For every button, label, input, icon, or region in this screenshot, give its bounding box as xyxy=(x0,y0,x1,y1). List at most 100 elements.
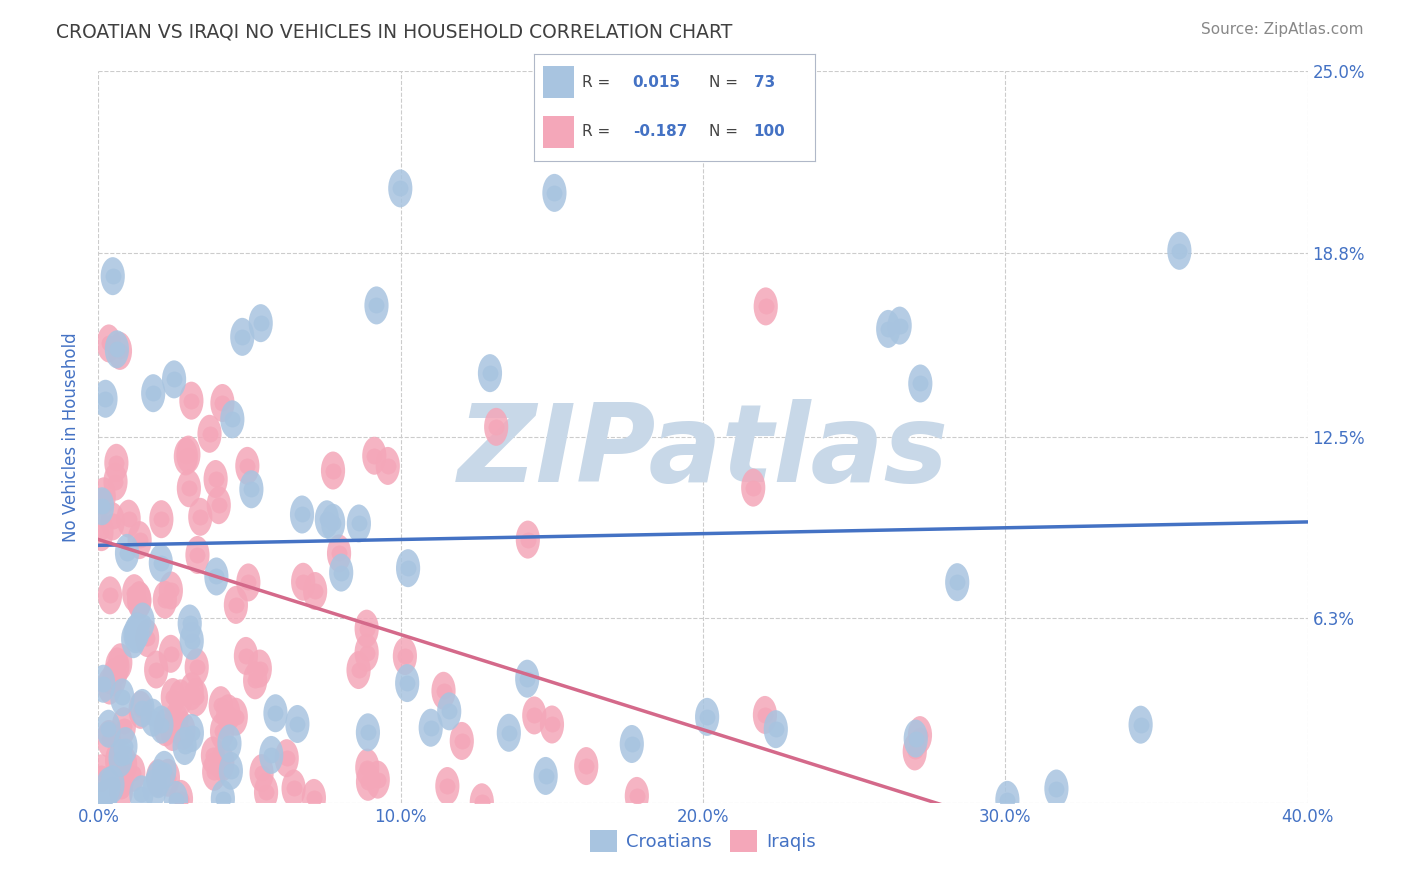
Point xyxy=(162,725,184,739)
Point xyxy=(218,736,240,750)
Text: 0.015: 0.015 xyxy=(633,75,681,90)
Point xyxy=(208,498,231,512)
Point xyxy=(90,766,112,780)
Point xyxy=(437,704,460,718)
Point xyxy=(188,509,211,524)
Point xyxy=(363,449,385,463)
Point xyxy=(254,785,277,799)
Point xyxy=(543,186,565,200)
Text: 73: 73 xyxy=(754,75,775,90)
Point xyxy=(377,458,399,473)
Point xyxy=(153,763,176,777)
Point xyxy=(131,788,153,802)
Point xyxy=(165,714,187,728)
Point xyxy=(904,731,927,746)
Point xyxy=(292,574,315,589)
Point xyxy=(145,663,167,677)
Text: 100: 100 xyxy=(754,124,786,139)
Point xyxy=(143,781,166,796)
Point xyxy=(904,744,927,758)
Point xyxy=(328,546,350,560)
Point xyxy=(264,706,287,721)
Point xyxy=(330,566,353,580)
Point xyxy=(105,456,128,470)
Point xyxy=(396,676,419,690)
Point xyxy=(110,751,132,765)
Point xyxy=(180,633,202,648)
Point xyxy=(432,683,454,698)
Point xyxy=(240,483,263,497)
Point xyxy=(97,780,120,794)
Point xyxy=(908,728,931,742)
Point xyxy=(156,771,179,785)
Point xyxy=(93,489,115,503)
Point xyxy=(225,598,247,612)
Point xyxy=(304,584,326,599)
Text: N =: N = xyxy=(709,75,738,90)
Point xyxy=(115,546,138,560)
Point xyxy=(94,793,117,807)
Point xyxy=(90,525,112,540)
Point xyxy=(276,751,298,765)
Point xyxy=(186,660,208,674)
Point xyxy=(249,661,271,675)
Point xyxy=(356,646,378,660)
Point xyxy=(541,717,564,731)
Point xyxy=(498,726,520,740)
Point xyxy=(250,766,273,780)
Point xyxy=(283,781,305,796)
Point xyxy=(177,481,200,495)
Point xyxy=(322,516,344,530)
Point xyxy=(131,701,153,715)
Legend: Croatians, Iraqis: Croatians, Iraqis xyxy=(583,823,823,860)
Point xyxy=(122,765,145,780)
Point xyxy=(160,583,183,598)
Y-axis label: No Vehicles in Household: No Vehicles in Household xyxy=(62,332,80,542)
Text: ZIPatlas: ZIPatlas xyxy=(457,399,949,505)
Point xyxy=(471,795,494,809)
Point xyxy=(765,722,787,736)
Point xyxy=(101,514,124,528)
Point xyxy=(159,647,181,661)
Point xyxy=(287,717,309,731)
Point xyxy=(212,791,235,805)
Point xyxy=(129,703,152,717)
Point xyxy=(142,711,165,725)
Point xyxy=(131,615,153,629)
Point xyxy=(260,747,283,762)
Point xyxy=(231,330,253,344)
Point xyxy=(162,690,184,704)
Point xyxy=(742,481,765,495)
Point xyxy=(111,690,134,705)
Point xyxy=(186,548,208,562)
Point xyxy=(101,777,124,791)
Point xyxy=(389,181,412,195)
Point xyxy=(97,336,120,351)
Point xyxy=(112,719,135,733)
Point xyxy=(754,708,776,723)
FancyBboxPatch shape xyxy=(543,66,574,98)
Point xyxy=(478,366,501,380)
Point xyxy=(394,649,416,664)
FancyBboxPatch shape xyxy=(543,116,574,148)
Point xyxy=(155,720,177,734)
Point xyxy=(148,772,170,787)
Point xyxy=(150,717,173,731)
Point xyxy=(201,748,224,763)
Point xyxy=(249,316,271,330)
Text: -0.187: -0.187 xyxy=(633,124,688,139)
Point xyxy=(105,754,128,768)
Point xyxy=(450,734,472,748)
Point xyxy=(180,726,202,740)
Point xyxy=(172,723,194,738)
Text: CROATIAN VS IRAQI NO VEHICLES IN HOUSEHOLD CORRELATION CHART: CROATIAN VS IRAQI NO VEHICLES IN HOUSEHO… xyxy=(56,22,733,41)
Point xyxy=(209,698,232,713)
Text: N =: N = xyxy=(709,124,738,139)
Point xyxy=(180,393,202,408)
Point xyxy=(173,739,195,753)
Text: R =: R = xyxy=(582,75,610,90)
Point xyxy=(211,724,233,739)
Point xyxy=(356,761,378,775)
Point xyxy=(111,772,134,787)
Point xyxy=(357,725,380,739)
